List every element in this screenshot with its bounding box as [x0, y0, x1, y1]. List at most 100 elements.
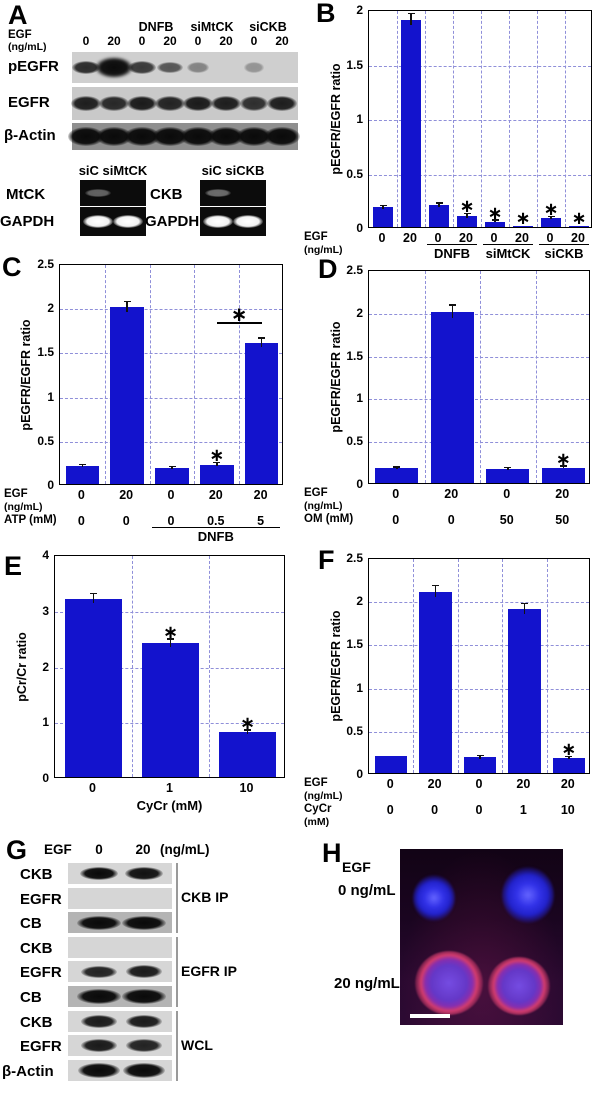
x-axis-tick: 20 — [555, 487, 570, 501]
blot-strip — [68, 936, 172, 958]
error-bar-cap — [90, 592, 97, 595]
protein-band — [94, 56, 133, 79]
gridline — [480, 271, 481, 483]
protein-band — [80, 1039, 118, 1053]
protein-band — [113, 215, 143, 228]
data-bar — [429, 205, 449, 227]
y-axis-label: pEGFR/EGFR ratio — [19, 318, 33, 431]
gridline — [425, 11, 426, 227]
gridline — [369, 688, 589, 690]
panel-e: E ∗ ∗ 0 1 2 3 4 pCr/Cr ratio 0 1 10 CyCr (mM) — [0, 545, 300, 835]
y-axis-tick: 1 — [356, 112, 363, 126]
y-axis-tick: 1.5 — [346, 348, 363, 363]
significance-star: ∗ — [561, 739, 577, 760]
gridline — [535, 271, 537, 483]
protein-band — [187, 62, 209, 73]
x-axis-tick: 0 — [490, 231, 498, 245]
blot-strip — [68, 123, 300, 150]
lane-dose-label: 20 — [163, 34, 177, 48]
gridline — [60, 309, 282, 311]
x-axis-tick: 0 — [392, 513, 400, 527]
blot-strip — [68, 1035, 172, 1057]
x-axis-tick: 20 — [427, 777, 442, 791]
error-bar-cap — [244, 729, 251, 731]
x-axis-tick: 20 — [515, 231, 529, 245]
gridline — [537, 11, 538, 227]
error-bar — [396, 467, 398, 470]
gridline — [509, 11, 510, 227]
blot-row-label: CKB — [20, 939, 53, 957]
membrane-stained-cell — [488, 957, 550, 1015]
bar-chart-om: ∗ 0 0.5 1 1.5 2 2.5 pEGFR/EGFR ratio EGF (ng/mL) 0… — [300, 250, 600, 545]
blot-strip — [68, 986, 172, 1007]
error-bar-cap — [258, 337, 266, 339]
dna-gel — [200, 180, 266, 206]
data-bar — [419, 591, 452, 773]
gridline — [60, 397, 282, 399]
error-bar — [507, 468, 509, 471]
protein-band — [264, 127, 300, 146]
coip-western-blot: EGF 0 20 (ng/mL) CKB EGFR CB CKB IP CKB EGFR CB EGF… — [0, 835, 300, 1096]
error-bar-cap — [213, 461, 221, 464]
x-axis-row-label: EGF (ng/mL) — [4, 488, 43, 513]
data-bar — [375, 468, 419, 483]
protein-band — [125, 1014, 163, 1028]
error-bar — [246, 730, 249, 735]
protein-band — [210, 96, 242, 111]
panel-letter-h: H — [322, 838, 342, 868]
group-bracket-line — [176, 863, 178, 934]
blot-strip — [71, 52, 298, 83]
y-axis-tick: 0.5 — [346, 166, 363, 181]
error-bar-cap — [463, 212, 471, 215]
gridline — [60, 441, 282, 443]
error-bar — [550, 217, 552, 220]
error-bar-cap — [504, 466, 512, 469]
x-axis-tick: 20 — [516, 777, 531, 791]
y-axis-tick: 1 — [47, 389, 54, 404]
significance-star: ∗ — [230, 304, 248, 326]
protein-band — [205, 189, 231, 197]
error-bar — [216, 463, 218, 466]
data-bar — [457, 216, 477, 227]
data-bar — [508, 608, 541, 773]
protein-band — [71, 60, 101, 75]
gel-row-label: CKB — [150, 186, 183, 203]
blot-row-label: β-Actin — [2, 1062, 54, 1080]
data-bar — [486, 469, 530, 483]
x-axis-tick: 20 — [403, 231, 417, 245]
protein-band — [152, 127, 188, 146]
data-bar — [373, 207, 393, 227]
x-axis-tick: 0 — [386, 777, 394, 791]
gridline — [132, 556, 133, 777]
data-bar — [142, 643, 199, 777]
y-axis-tick: 0.5 — [37, 433, 54, 448]
protein-band — [125, 965, 163, 979]
protein-band — [76, 989, 122, 1004]
blot-strip — [68, 1010, 172, 1032]
lane-dose-label: 0 — [95, 842, 103, 857]
data-bar — [485, 221, 505, 227]
data-bar — [569, 225, 589, 227]
gridline — [369, 399, 589, 401]
error-bar-cap — [435, 202, 443, 204]
panel-letter-g: G — [6, 835, 28, 865]
significance-star: ∗ — [571, 207, 587, 228]
panel-letter-b: B — [316, 0, 336, 28]
gridline — [239, 265, 241, 484]
protein-band — [208, 127, 244, 146]
blot-row-label: CB — [20, 915, 42, 933]
protein-band — [99, 96, 129, 111]
y-axis-tick: 2 — [356, 3, 363, 17]
gel-row-label: GAPDH — [145, 213, 200, 230]
x-axis-tick: 0 — [392, 487, 400, 501]
gridline — [453, 11, 454, 227]
x-axis-tick: 50 — [555, 513, 570, 527]
panel-letter-e: E — [4, 551, 23, 581]
treatment-group-label: DNFB — [433, 246, 471, 261]
error-bar — [562, 466, 564, 469]
error-bar — [494, 220, 496, 223]
protein-band — [125, 1039, 163, 1052]
x-axis-tick: 0 — [546, 231, 554, 245]
bar-chart-atp-rescue: ∗ ∗ 0 0.5 1 1.5 2 2.5 pEGFR/EGFR ratio EGF (ng/mL)… — [0, 250, 300, 545]
x-axis-tick: 0 — [475, 777, 483, 791]
